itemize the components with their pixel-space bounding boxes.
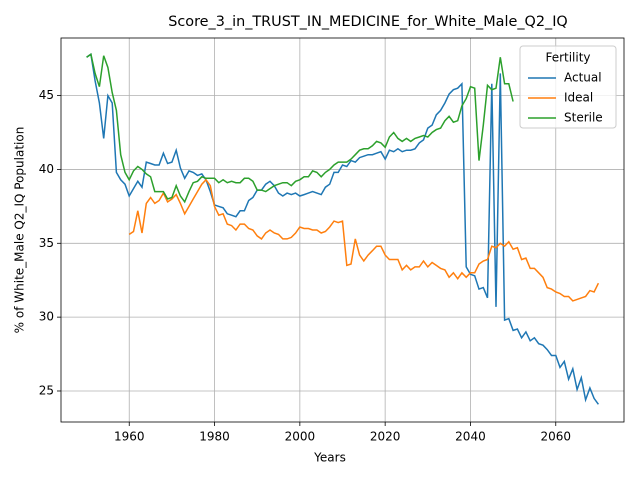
legend-label: Ideal	[564, 91, 593, 105]
x-tick-label: 1980	[199, 430, 230, 444]
y-tick-label: 45	[39, 88, 54, 102]
x-tick-label: 2020	[370, 430, 401, 444]
y-axis-label: % of White_Male Q2_IQ Population	[13, 127, 27, 334]
x-tick-label: 2040	[455, 430, 486, 444]
legend-title: Fertility	[545, 51, 590, 65]
line-series	[86, 52, 600, 405]
y-tick-label: 25	[39, 383, 54, 397]
legend-label: Actual	[564, 71, 602, 85]
line-series	[86, 52, 514, 204]
y-tick-label: 30	[39, 310, 54, 324]
legend-box	[519, 45, 617, 129]
x-tick-label: 2060	[540, 430, 571, 444]
x-tick-label: 1960	[114, 430, 145, 444]
y-tick-label: 35	[39, 236, 54, 250]
plot-frame	[60, 37, 625, 423]
x-axis-label: Years	[313, 451, 346, 465]
line-series	[128, 178, 600, 302]
legend-label: Sterile	[564, 111, 603, 125]
x-tick-label: 2000	[285, 430, 316, 444]
y-tick-label: 40	[39, 162, 54, 176]
chart-title: Score_3_in_TRUST_IN_MEDICINE_for_White_M…	[168, 14, 568, 30]
